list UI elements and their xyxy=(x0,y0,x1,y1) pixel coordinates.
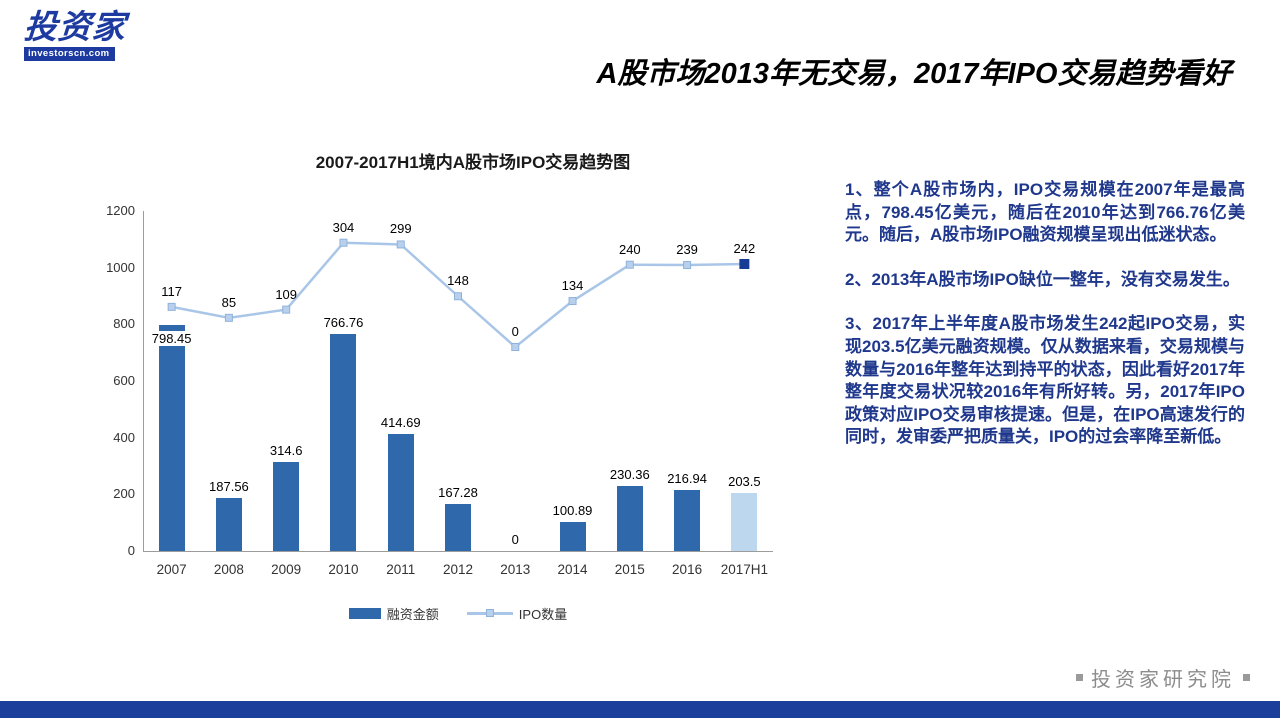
x-tick-label: 2008 xyxy=(213,562,244,577)
line-data-label: 242 xyxy=(733,241,756,256)
line-marker xyxy=(167,302,176,311)
square-icon xyxy=(1076,674,1083,681)
logo: 投资家 investorscn.com xyxy=(23,8,134,61)
y-tick-label: 0 xyxy=(127,543,135,558)
footer-brand: 投资家研究院 xyxy=(1076,663,1250,692)
line-marker xyxy=(625,260,634,269)
analysis-paragraph-2: 2、2013年A股市场IPO缺位一整年，没有交易发生。 xyxy=(845,269,1240,289)
square-icon xyxy=(1243,674,1250,681)
slide-title: A股市场2013年无交易，2017年IPO交易趋势看好 xyxy=(596,58,1232,90)
y-tick-label: 800 xyxy=(113,316,135,332)
line-data-label: 85 xyxy=(221,294,237,310)
x-tick-label: 2009 xyxy=(271,562,302,577)
x-tick-label: 2015 xyxy=(614,562,645,577)
x-tick-label: 2014 xyxy=(557,562,588,577)
bar xyxy=(215,497,242,551)
bar-data-label: 414.69 xyxy=(378,414,423,430)
bar xyxy=(330,333,357,551)
x-tick-label: 2016 xyxy=(672,562,703,577)
chart-legend: 融资金额 IPO数量 xyxy=(143,603,773,623)
chart-title: 2007-2017H1境内A股市场IPO交易趋势图 xyxy=(315,153,631,172)
bar xyxy=(273,461,300,551)
analysis-paragraph-1: 1、整个A股市场内，IPO交易规模在2007年是最高点，798.45亿美元，随后… xyxy=(845,180,1245,245)
analysis-paragraph-3: 3、2017年上半年度A股市场发生242起IPO交易，实现203.5亿美元融资规… xyxy=(845,314,1245,447)
legend-bar-label: 融资金额 xyxy=(386,606,439,622)
bar-swatch-icon xyxy=(348,607,381,619)
bar-data-label: 0 xyxy=(509,532,521,547)
bar xyxy=(559,522,586,551)
bar xyxy=(616,485,643,551)
x-tick-label: 2011 xyxy=(386,562,416,577)
line-data-label: 109 xyxy=(275,286,298,302)
x-axis-line xyxy=(143,551,773,552)
footer-accent-bar xyxy=(0,701,1280,718)
bar-data-label: 766.76 xyxy=(321,314,366,330)
legend-item-line: IPO数量 xyxy=(466,604,568,623)
bar xyxy=(387,433,414,551)
bar-data-label: 203.5 xyxy=(726,474,763,490)
bar-data-label: 216.94 xyxy=(665,470,709,486)
line-data-label: 148 xyxy=(447,273,469,289)
legend-item-bar: 融资金额 xyxy=(348,604,439,623)
line-marker xyxy=(683,261,692,270)
bar-data-label: 230.36 xyxy=(607,466,652,482)
x-tick-label: 2013 xyxy=(500,562,531,577)
y-tick-label: 1000 xyxy=(106,259,135,275)
x-tick-label: 2007 xyxy=(156,562,187,577)
bar xyxy=(158,324,185,551)
legend-line-label: IPO数量 xyxy=(518,606,568,622)
y-tick-label: 1200 xyxy=(106,203,135,218)
bar-data-label: 100.89 xyxy=(550,503,595,519)
y-tick-label: 400 xyxy=(113,429,135,445)
x-tick-label: 2017H1 xyxy=(720,562,768,577)
bar-data-label: 314.6 xyxy=(267,442,305,458)
line-series xyxy=(167,238,750,351)
bar xyxy=(731,493,758,551)
line-data-label: 304 xyxy=(332,219,355,235)
line-marker xyxy=(224,313,233,322)
line-data-label: 299 xyxy=(389,221,412,237)
bar-data-label: 798.45 xyxy=(149,330,194,346)
line-marker xyxy=(454,292,462,301)
x-tick-label: 2010 xyxy=(328,562,359,577)
line-data-label: 134 xyxy=(561,278,584,294)
y-axis-line xyxy=(143,211,144,551)
line-marker xyxy=(396,240,405,249)
line-marker xyxy=(339,238,348,247)
line-data-label: 0 xyxy=(511,324,519,339)
logo-domain: investorscn.com xyxy=(24,47,115,61)
line-marker xyxy=(282,305,291,314)
line-data-label: 239 xyxy=(676,242,698,258)
x-tick-label: 2012 xyxy=(442,562,474,577)
bar-data-label: 167.28 xyxy=(436,484,480,500)
line-data-label: 117 xyxy=(161,283,182,299)
y-tick-label: 200 xyxy=(113,486,135,502)
line-data-label: 240 xyxy=(618,241,641,257)
line-swatch-icon xyxy=(466,609,513,618)
bar-data-label: 187.56 xyxy=(207,478,251,494)
analysis-panel: 1、整个A股市场内，IPO交易规模在2007年是最高点，798.45亿美元，随后… xyxy=(845,179,1245,471)
line-marker xyxy=(511,343,520,351)
bar xyxy=(445,503,471,551)
y-tick-label: 600 xyxy=(113,373,135,388)
line-marker xyxy=(568,297,577,306)
bar xyxy=(674,489,701,551)
footer-brand-label: 投资家研究院 xyxy=(1091,669,1235,691)
line-marker-current xyxy=(739,259,750,270)
